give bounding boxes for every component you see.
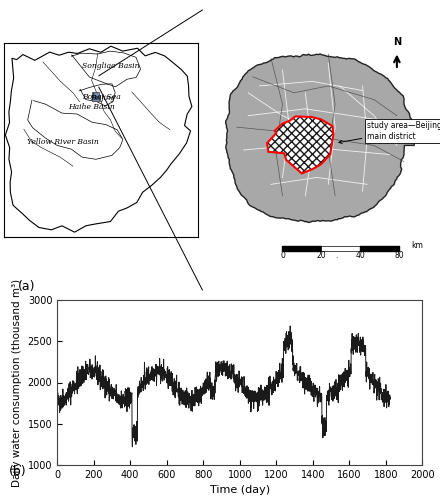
Bar	[92, 92, 99, 100]
Polygon shape	[267, 116, 334, 173]
Text: Haihe Basin: Haihe Basin	[68, 103, 115, 111]
Text: 0: 0	[280, 250, 285, 260]
Text: (b): (b)	[9, 465, 26, 478]
Text: Beijing: Beijing	[91, 94, 115, 102]
Text: 80: 80	[394, 250, 404, 260]
Text: Yellow River Basin: Yellow River Basin	[26, 138, 99, 146]
Polygon shape	[226, 54, 414, 222]
Y-axis label: Daily water consumption (thousand m³): Daily water consumption (thousand m³)	[12, 278, 22, 486]
Text: Songliao Basin: Songliao Basin	[82, 62, 139, 70]
Text: 20: 20	[316, 250, 326, 260]
Text: (a): (a)	[18, 280, 35, 293]
Text: Bohai Sea: Bohai Sea	[82, 94, 121, 102]
Polygon shape	[5, 46, 192, 232]
Text: N: N	[393, 37, 401, 47]
Text: study area—Beijing
main district: study area—Beijing main district	[339, 121, 440, 144]
Text: km: km	[411, 242, 423, 250]
X-axis label: Time (day): Time (day)	[210, 486, 270, 496]
Text: 40: 40	[356, 250, 365, 260]
Text: .: .	[335, 250, 337, 260]
